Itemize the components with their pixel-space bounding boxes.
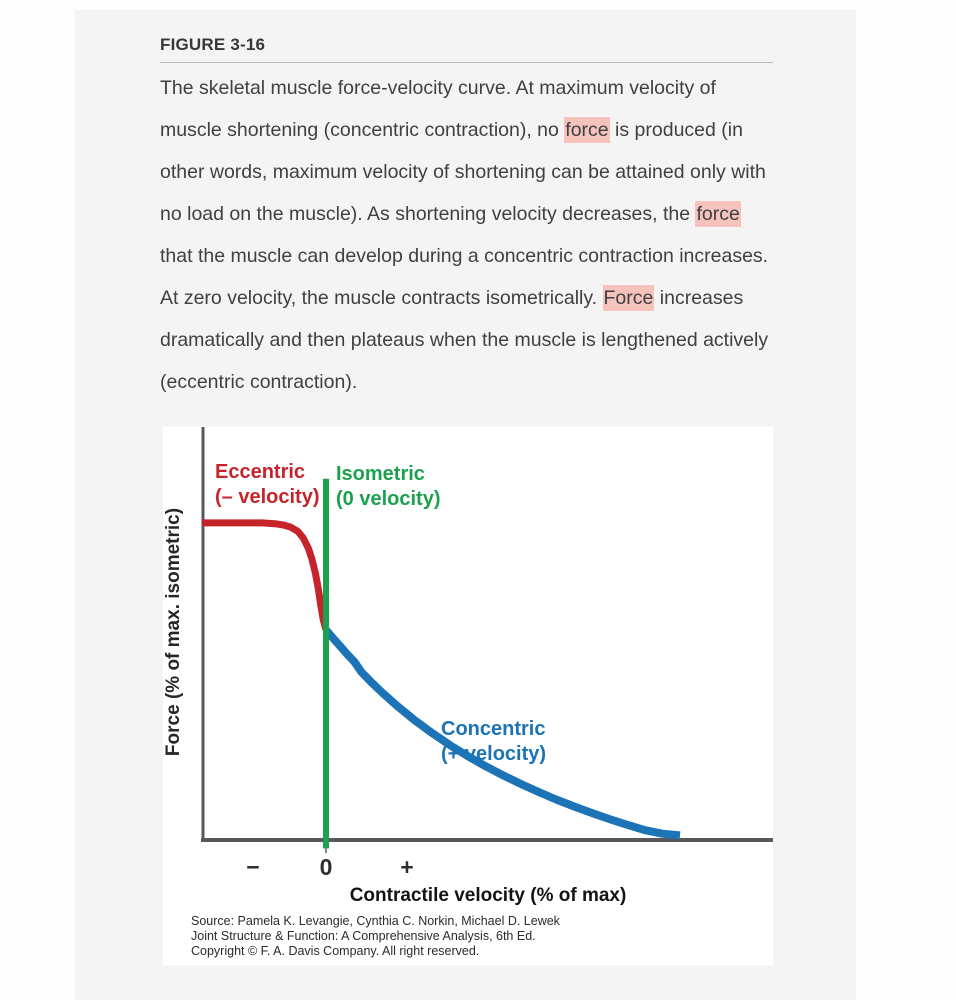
figure-content: FIGURE 3-16 The skeletal muscle force-ve… xyxy=(160,35,780,965)
isometric-label: Isometric (0 velocity) xyxy=(336,462,440,512)
source-line: Joint Structure & Function: A Comprehens… xyxy=(191,929,536,943)
caption-text: that the muscle can develop during a con… xyxy=(160,245,769,309)
source-line: Copyright © F. A. Davis Company. All rig… xyxy=(191,944,480,958)
caption-text: increases dramatically and then plateaus… xyxy=(160,287,769,393)
chart-canvas xyxy=(201,427,773,853)
y-axis-label: Force (% of max. isometric) xyxy=(163,507,184,757)
concentric-label-line2: (+ velocity) xyxy=(441,743,547,765)
curve-concentric xyxy=(322,627,681,840)
concentric-label: Concentric (+ velocity) xyxy=(441,717,546,767)
highlighted-term: Force xyxy=(602,285,655,311)
x-tick-negative: − xyxy=(246,854,260,880)
isometric-label-line1: Isometric xyxy=(336,463,425,485)
x-axis-label: Contractile velocity (% of max) xyxy=(349,885,627,906)
highlighted-term: force xyxy=(695,201,741,227)
figure-panel: FIGURE 3-16 The skeletal muscle force-ve… xyxy=(75,10,856,1000)
eccentric-label: Eccentric (– velocity) xyxy=(215,460,319,510)
x-tick-zero: 0 xyxy=(319,854,333,880)
source-citation: Source: Pamela K. Levangie, Cynthia C. N… xyxy=(191,914,560,959)
curve-eccentric xyxy=(202,519,330,631)
highlighted-term: force xyxy=(564,117,610,143)
caption-text: The skeletal muscle force-velocity curve… xyxy=(160,77,716,141)
x-tick-positive: + xyxy=(400,854,414,880)
force-velocity-chart: Force (% of max. isometric) Eccentric (–… xyxy=(163,427,773,965)
caption-text: is produced (in other words, maximum vel… xyxy=(160,119,766,225)
eccentric-label-line1: Eccentric xyxy=(215,461,306,483)
figure-label: FIGURE 3-16 xyxy=(160,35,266,54)
divider xyxy=(160,62,773,63)
figure-caption: The skeletal muscle force-velocity curve… xyxy=(160,67,773,403)
isometric-label-line2: (0 velocity) xyxy=(336,488,441,510)
source-line: Source: Pamela K. Levangie, Cynthia C. N… xyxy=(191,914,560,928)
eccentric-label-line2: (– velocity) xyxy=(215,486,320,508)
concentric-label-line1: Concentric xyxy=(441,718,546,740)
